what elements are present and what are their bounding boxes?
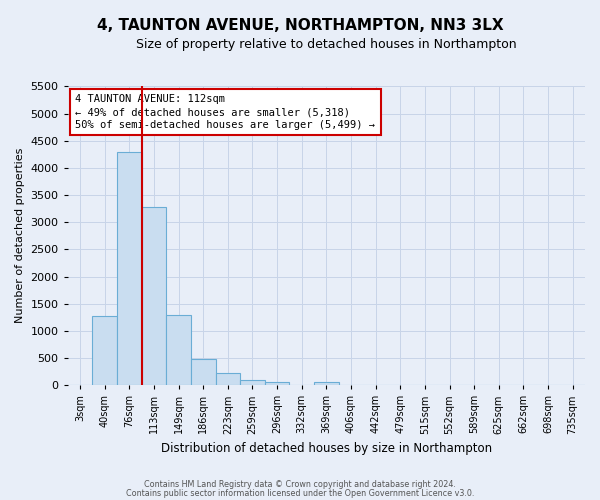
Bar xyxy=(117,152,142,385)
Bar xyxy=(166,315,191,385)
Text: Contains HM Land Registry data © Crown copyright and database right 2024.: Contains HM Land Registry data © Crown c… xyxy=(144,480,456,489)
Text: Contains public sector information licensed under the Open Government Licence v3: Contains public sector information licen… xyxy=(126,488,474,498)
Text: 4 TAUNTON AVENUE: 112sqm
← 49% of detached houses are smaller (5,318)
50% of sem: 4 TAUNTON AVENUE: 112sqm ← 49% of detach… xyxy=(76,94,376,130)
Bar xyxy=(142,207,166,385)
Y-axis label: Number of detached properties: Number of detached properties xyxy=(15,148,25,324)
Bar xyxy=(215,372,240,385)
Bar xyxy=(265,382,289,385)
Bar xyxy=(92,316,117,385)
Title: Size of property relative to detached houses in Northampton: Size of property relative to detached ho… xyxy=(136,38,517,51)
Text: 4, TAUNTON AVENUE, NORTHAMPTON, NN3 3LX: 4, TAUNTON AVENUE, NORTHAMPTON, NN3 3LX xyxy=(97,18,503,32)
Bar xyxy=(314,382,338,385)
X-axis label: Distribution of detached houses by size in Northampton: Distribution of detached houses by size … xyxy=(161,442,492,455)
Bar xyxy=(240,380,265,385)
Bar xyxy=(191,359,215,385)
